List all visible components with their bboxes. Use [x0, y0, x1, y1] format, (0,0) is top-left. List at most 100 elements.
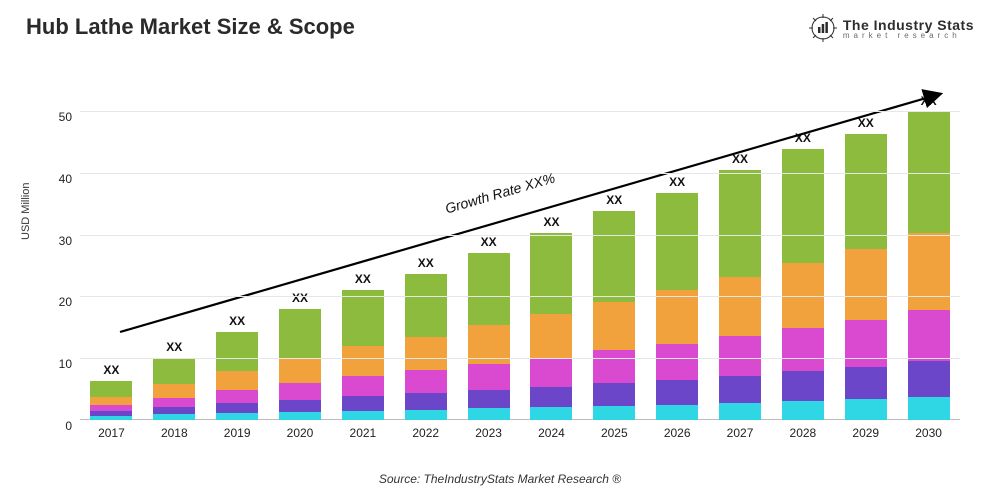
bar-segment [530, 233, 572, 315]
x-tick: 2020 [269, 420, 332, 440]
bar-segment [90, 381, 132, 396]
bar-slot: XX2018 [143, 80, 206, 420]
bar [530, 233, 572, 420]
bar-segment [405, 370, 447, 393]
bar-segment [342, 346, 384, 376]
bar-segment [845, 367, 887, 399]
bar-top-label: XX [331, 272, 394, 286]
grid-line [80, 358, 960, 359]
bar-segment [845, 399, 887, 420]
bar-segment [782, 149, 824, 263]
bar-segment [405, 393, 447, 410]
chart-area: XX2017XX2018XX2019XX2020XX2021XX2022XX20… [80, 80, 960, 420]
bar [90, 381, 132, 420]
bar-top-label: XX [897, 94, 960, 108]
bar-segment [153, 398, 195, 407]
bar-segment [782, 328, 824, 371]
bar-top-label: XX [709, 152, 772, 166]
logo: The Industry Stats market research [809, 14, 974, 42]
y-tick: 20 [59, 295, 80, 309]
y-tick: 50 [59, 110, 80, 124]
bar-segment [530, 407, 572, 420]
bar-segment [216, 332, 258, 370]
bar-segment [216, 371, 258, 391]
bar-segment [153, 407, 195, 414]
bar [656, 193, 698, 420]
bar [216, 332, 258, 420]
bar-slot: XX2021 [331, 80, 394, 420]
bar-segment [845, 320, 887, 367]
bar-slot: XX2028 [771, 80, 834, 420]
x-tick: 2029 [834, 420, 897, 440]
x-tick: 2028 [771, 420, 834, 440]
bar-segment [216, 403, 258, 413]
y-tick: 0 [65, 419, 80, 433]
bar-segment [593, 383, 635, 406]
x-tick: 2026 [646, 420, 709, 440]
gear-chart-icon [809, 14, 837, 42]
x-tick: 2027 [709, 420, 772, 440]
bar-top-label: XX [583, 193, 646, 207]
bar-segment [405, 337, 447, 370]
bar-top-label: XX [80, 363, 143, 377]
y-tick: 40 [59, 172, 80, 186]
bar-slot: XX2027 [709, 80, 772, 420]
bar-segment [593, 302, 635, 350]
bar-segment [530, 314, 572, 357]
bar-segment [468, 408, 510, 420]
bar-segment [719, 170, 761, 276]
bar-segment [908, 233, 950, 310]
bar-slot: XX2030 [897, 80, 960, 420]
bar-segment [153, 358, 195, 385]
grid-line [80, 111, 960, 112]
bar [845, 134, 887, 420]
bar [153, 358, 195, 420]
bar [719, 170, 761, 420]
bar-segment [656, 405, 698, 420]
y-tick: 30 [59, 234, 80, 248]
bars-container: XX2017XX2018XX2019XX2020XX2021XX2022XX20… [80, 80, 960, 420]
bar-top-label: XX [206, 314, 269, 328]
bar-segment [153, 384, 195, 398]
bar-slot: XX2024 [520, 80, 583, 420]
bar-slot: XX2020 [269, 80, 332, 420]
grid-line [80, 173, 960, 174]
bar-segment [279, 358, 321, 383]
bar-segment [719, 336, 761, 376]
bar-segment [279, 412, 321, 420]
bar-segment [845, 134, 887, 249]
bar-segment [719, 376, 761, 403]
bar-segment [782, 371, 824, 401]
x-tick: 2021 [331, 420, 394, 440]
x-tick: 2023 [457, 420, 520, 440]
bar-segment [530, 358, 572, 387]
bar-top-label: XX [771, 131, 834, 145]
bar-segment [908, 310, 950, 361]
bar-segment [279, 400, 321, 412]
bar-segment [908, 397, 950, 420]
bar-segment [656, 344, 698, 380]
bar-top-label: XX [834, 116, 897, 130]
bar-segment [279, 309, 321, 358]
bar-segment [719, 277, 761, 336]
x-tick: 2022 [394, 420, 457, 440]
bar-segment [342, 411, 384, 420]
x-tick: 2018 [143, 420, 206, 440]
bar-slot: XX2023 [457, 80, 520, 420]
bar-segment [468, 253, 510, 325]
bar-segment [530, 387, 572, 407]
bar-slot: XX2017 [80, 80, 143, 420]
bar-segment [782, 401, 824, 420]
x-tick: 2024 [520, 420, 583, 440]
bar [468, 253, 510, 420]
bar-segment [719, 403, 761, 420]
bar [342, 290, 384, 420]
bar-top-label: XX [269, 291, 332, 305]
bar-segment [342, 376, 384, 396]
bar-top-label: XX [457, 235, 520, 249]
bar [279, 309, 321, 420]
bar-segment [468, 364, 510, 390]
bar-slot: XX2022 [394, 80, 457, 420]
bar-segment [216, 413, 258, 420]
bar-segment [656, 380, 698, 405]
